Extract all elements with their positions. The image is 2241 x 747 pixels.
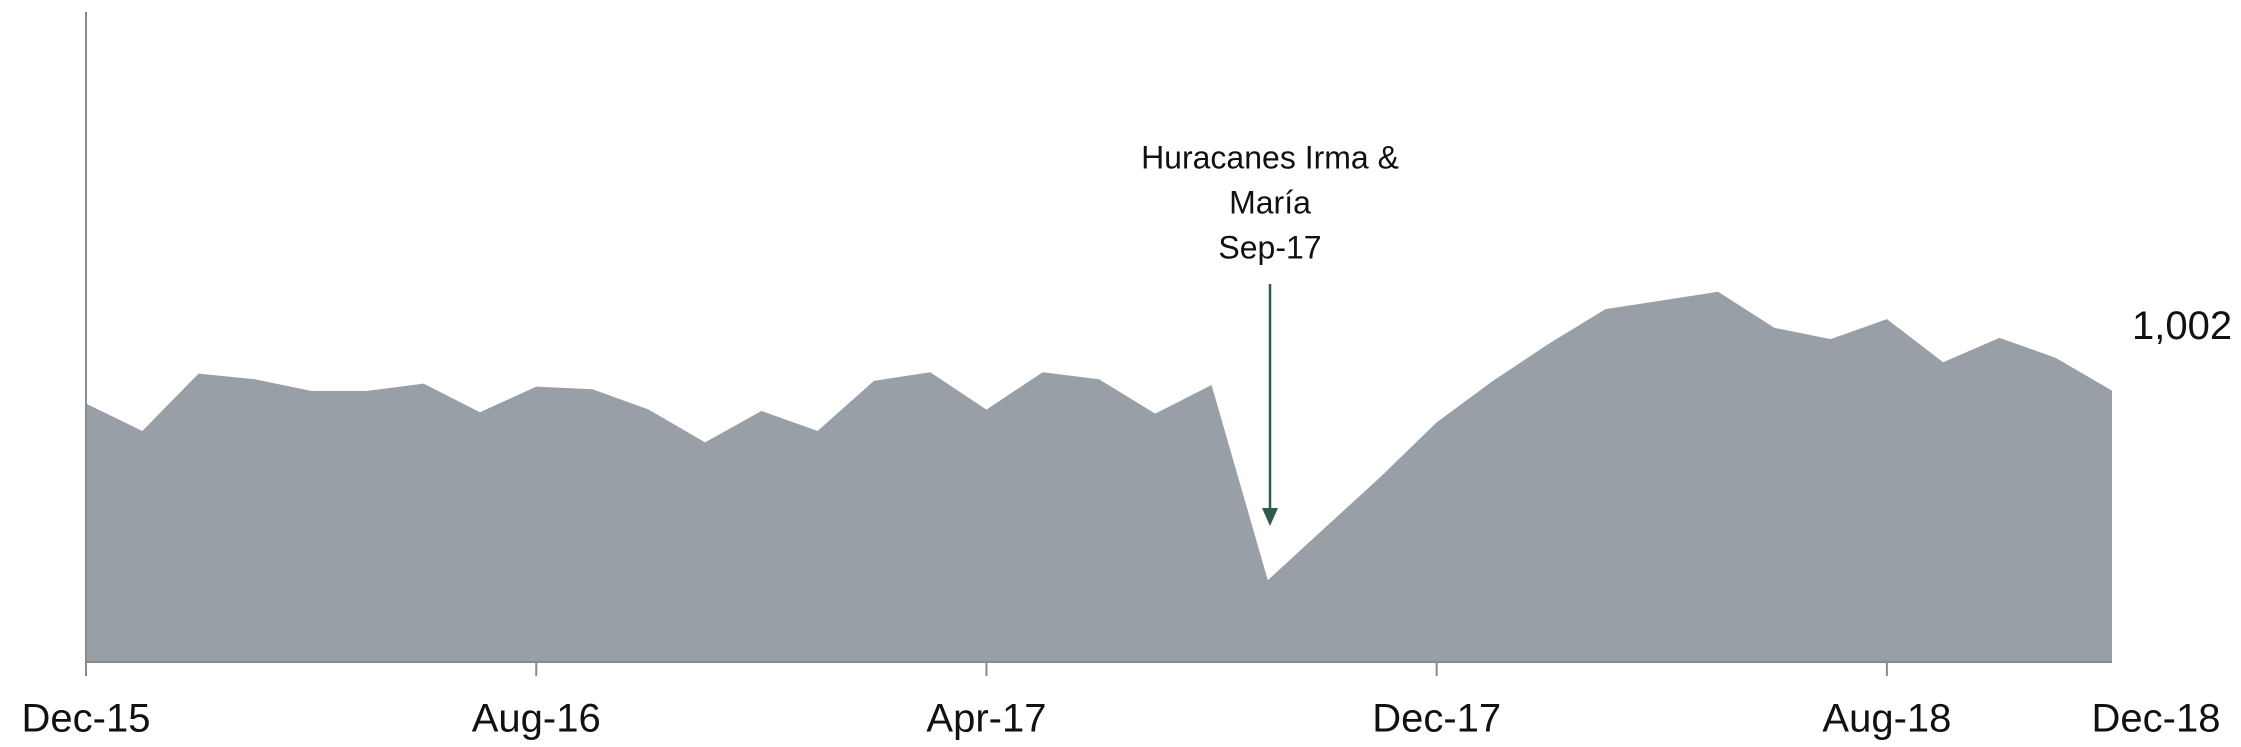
- value-label: 1,002: [2132, 304, 2232, 348]
- area: [86, 291, 2112, 662]
- annotation-arrowhead: [1262, 508, 1278, 526]
- x-tick-label: Aug-16: [472, 697, 601, 741]
- x-tick-label: Dec-18: [2092, 697, 2221, 741]
- x-tick-label: Apr-17: [926, 697, 1046, 741]
- x-tick-label: Dec-15: [22, 697, 151, 741]
- annotation-text: Sep-17: [1218, 229, 1321, 265]
- x-tick-label: Aug-18: [1822, 697, 1951, 741]
- annotation-text: María: [1229, 184, 1311, 220]
- x-tick-label: Dec-17: [1372, 697, 1501, 741]
- annotation-text: Huracanes Irma &: [1141, 139, 1399, 175]
